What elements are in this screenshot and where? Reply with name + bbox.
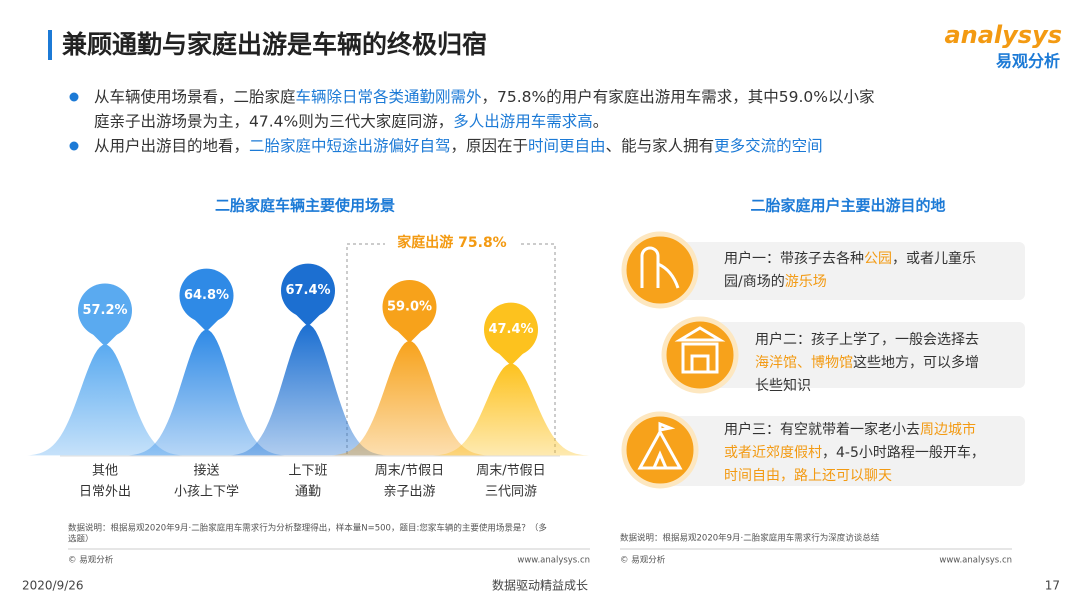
icon-slide [640,246,680,289]
item-text: 用户二：孩子上学了，一般会选择去 [755,331,979,348]
category-label: 接送 [193,463,219,479]
highlight-run: 游乐场 [785,274,827,290]
highlight-run: 多人出游用车需求高 [453,112,593,130]
bubble [78,283,132,338]
highlight-run: 海洋馆、博物馆 [755,354,853,371]
text-run: ，原因在于 [451,137,529,155]
bullet-text: 庭亲子出游场景为主，47.4%则为三代大家庭同游，多人出游用车需求高。 [94,112,608,130]
annotation-bg [385,232,520,254]
bell [433,363,589,456]
text-run: ，或者儿童乐 [892,250,976,267]
note: 选题） [68,534,94,545]
item-text: 海洋馆、博物馆这些地方，可以多增 [755,354,979,371]
note: 数据说明：根据易观2020年9月·二胎家庭用车需求行为深度访谈总结 [620,533,879,544]
category-label: 其他 [92,464,118,479]
slide-title: 兼顾通勤与家庭出游是车辆的终极归宿 [62,30,487,59]
logo: analysys [944,21,1062,49]
bullet-dot [69,92,79,102]
highlight-run: 周边城市 [920,421,976,438]
item-text: 用户三：有空就带着一家老小去周边城市 [724,421,976,438]
category-label: 周末/节假日 [375,464,444,479]
category-label: 周末/节假日 [476,464,545,479]
item-text: 或者近郊度假村，4-5小时路程一般开车， [724,444,985,461]
chart-title: 二胎家庭车辆主要使用场景 [215,197,395,215]
text-run: ，75.8%的用户有家庭出游用车需求，其中59.0%以小家 [482,88,875,106]
text-run: 长些知识 [755,377,811,394]
text-run: 这些地方，可以多增 [853,354,979,371]
bubble [484,302,538,357]
copyright: © 易观分析 [68,555,114,566]
bubble [179,268,234,323]
value-label: 64.8% [184,288,229,303]
category-label: 日常外出 [79,485,131,500]
text-run: 园/商场的 [724,274,785,290]
text-run: 庭亲子出游场景为主，47.4%则为三代大家庭同游， [94,112,453,130]
bullet-dot [69,141,79,151]
date: 2020/9/26 [22,579,84,593]
highlight-run: 车辆除日常各类通勤刚需外 [296,88,482,106]
site: www.analysys.cn [517,556,590,566]
item-box [700,322,1025,388]
site: www.analysys.cn [939,556,1012,566]
copyright: © 易观分析 [620,555,666,566]
category-label: 上下班 [288,464,327,479]
highlight-run: 更多交流的空间 [714,137,823,155]
item-text: 长些知识 [755,377,811,394]
text-run: 。 [593,112,609,130]
item-text: 用户一：带孩子去各种公园，或者儿童乐 [724,250,976,267]
bubble [281,263,335,318]
value-label: 59.0% [387,299,432,314]
annotation: 家庭出游 75.8% [397,234,506,251]
bubble [382,279,437,334]
item-text: 时间自由，路上还可以聊天 [724,468,892,484]
text-run: 从车辆使用场景看，二胎家庭 [94,88,296,106]
highlight-run: 时间更自由 [528,137,606,155]
value-label: 47.4% [488,322,533,337]
category-label: 三代同游 [485,485,537,500]
highlight-run: 二胎家庭中短途出游偏好自驾 [249,137,451,155]
category-label: 亲子出游 [383,485,435,500]
item-text: 园/商场的游乐场 [724,274,827,290]
text-run: ，4-5小时路程一般开车， [822,444,985,461]
item-box [650,416,1025,486]
bell [128,329,285,456]
icon-building [674,326,726,374]
text-run: 用户二：孩子上学了，一般会选择去 [755,331,979,348]
icon-park [621,231,699,309]
page-number: 17 [1045,579,1060,593]
item-box [650,242,1025,300]
right-title: 二胎家庭用户主要出游目的地 [750,197,945,215]
highlight-run: 或者近郊度假村 [724,444,822,461]
category-label: 通勤 [295,485,321,500]
logo-sub: 易观分析 [996,52,1060,71]
text-run: 、能与家人拥有 [606,137,715,155]
slogan: 数据驱动精益成长 [492,578,588,593]
bell [27,344,183,456]
highlight-run: 时间自由，路上还可以聊天 [724,468,892,484]
bullet-text: 从用户出游目的地看，二胎家庭中短途出游偏好自驾，原因在于时间更自由、能与家人拥有… [94,137,823,155]
bell [331,340,488,456]
value-label: 67.4% [285,283,330,298]
text-run: 用户三：有空就带着一家老小去 [724,421,920,438]
highlight-run: 公园 [864,251,892,267]
bullet-text: 从车辆使用场景看，二胎家庭车辆除日常各类通勤刚需外，75.8%的用户有家庭出游用… [94,88,875,106]
icon-tent [637,421,683,470]
text-run: 从用户出游目的地看， [94,137,249,155]
value-label: 57.2% [82,303,127,318]
title-bar [48,30,52,60]
note: 数据说明：根据易观2020年9月·二胎家庭用车需求行为分析整理得出，样本量N=5… [68,523,547,534]
bell [230,324,386,456]
text-run: 用户一：带孩子去各种 [724,250,864,267]
category-label: 小孩上下学 [174,484,239,500]
